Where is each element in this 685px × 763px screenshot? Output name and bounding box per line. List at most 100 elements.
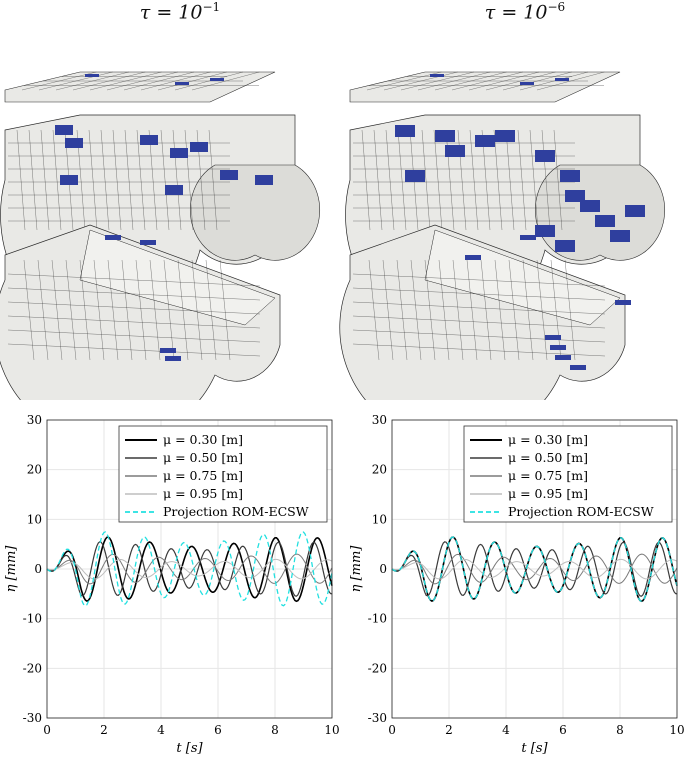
mesh-line [23, 259, 35, 361]
y-tick-label: 30 [27, 413, 42, 427]
legend-label: μ = 0.50 [m] [163, 450, 243, 465]
mesh-line [505, 129, 515, 231]
sample-element [160, 348, 176, 353]
mesh-line [65, 259, 77, 361]
legend-label: μ = 0.75 [m] [508, 468, 588, 483]
sample-element [570, 365, 586, 370]
mesh-line [100, 129, 110, 231]
sample-element [560, 170, 580, 182]
mesh-line [191, 259, 203, 361]
mesh-line [452, 259, 464, 361]
mesh-line [396, 259, 408, 361]
mesh-line [385, 129, 395, 231]
sample-element [165, 356, 181, 361]
mesh-line [480, 259, 492, 361]
mesh-line [553, 129, 563, 231]
sample-element [175, 82, 189, 85]
mesh-line [107, 259, 119, 361]
mesh-line [433, 129, 443, 231]
sample-element [55, 125, 73, 135]
mesh-illustrations [0, 71, 665, 400]
mesh-line [124, 129, 134, 231]
mesh-line [208, 129, 218, 231]
mesh-end-face [535, 164, 665, 261]
mesh-line [172, 129, 182, 231]
mesh-line [28, 129, 38, 231]
mesh-line [7, 315, 261, 329]
series-line-3 [391, 558, 678, 580]
mesh-line [112, 129, 122, 231]
mesh-line [205, 259, 217, 361]
title-right-exponent: −6 [547, 0, 566, 14]
title-right-prefix: τ = 10 [484, 1, 548, 24]
mesh-line [382, 259, 394, 361]
mesh-line [16, 129, 26, 231]
x-tick-label: 2 [445, 723, 453, 737]
sample-element [555, 240, 575, 252]
mesh-line [522, 259, 534, 361]
mesh-line [508, 259, 520, 361]
mesh-line [136, 129, 146, 231]
series-line-4 [46, 531, 333, 607]
sample-element [520, 235, 536, 240]
mesh-line [149, 259, 161, 361]
mesh-line [7, 301, 261, 315]
mesh-trough-inner [424, 229, 621, 326]
mesh-line [438, 259, 450, 361]
y-tick-label: 30 [372, 413, 387, 427]
mesh-line [493, 129, 503, 231]
x-tick-label: 6 [559, 723, 567, 737]
mesh-line [52, 129, 62, 231]
y-tick-label: 10 [27, 512, 42, 526]
y-tick-label: -20 [23, 661, 42, 675]
y-tick-label: 20 [372, 463, 387, 477]
series-line-1 [46, 541, 333, 597]
sample-element [85, 74, 99, 77]
sample-element [565, 190, 585, 202]
sample-element [445, 145, 465, 157]
mesh-line [352, 329, 606, 343]
sample-element [140, 135, 158, 145]
x-tick-label: 4 [502, 723, 510, 737]
sample-element [520, 82, 534, 85]
sample-element [535, 150, 555, 162]
sample-element [615, 300, 631, 305]
sample-element [170, 148, 188, 158]
mesh-group-left [0, 71, 320, 400]
sample-element [545, 335, 561, 340]
mesh-line [79, 259, 91, 361]
legend-label: μ = 0.30 [m] [508, 432, 588, 447]
series-line-4 [391, 536, 678, 602]
mesh-line [494, 259, 506, 361]
sample-element [220, 170, 238, 180]
mesh-line [352, 315, 606, 329]
mesh-trough-inner [79, 229, 276, 326]
sample-element [405, 170, 425, 182]
mesh-line [37, 259, 49, 361]
chart-left: 0 2 4 6 8 10 -30 -20 -10 0 10 20 30 t [s] η [mm] μ = 0.… [4, 413, 340, 756]
mesh-line [361, 129, 371, 231]
mesh-line [160, 129, 170, 231]
mesh-line [163, 259, 175, 361]
sample-element [625, 205, 645, 217]
legend-label: μ = 0.30 [m] [163, 432, 243, 447]
legend-label: Projection ROM-ECSW [163, 504, 309, 519]
legend-label: μ = 0.95 [m] [508, 486, 588, 501]
x-tick-label: 8 [271, 723, 279, 737]
series-line-2 [46, 553, 333, 585]
sample-element [550, 345, 566, 350]
plot-frame [46, 419, 333, 719]
mesh-slab [349, 71, 621, 103]
mesh-line [7, 343, 261, 357]
mesh-line [550, 259, 562, 361]
mesh-line [219, 259, 231, 361]
series-line-0 [46, 536, 333, 603]
mesh-line [564, 259, 576, 361]
mesh-line [7, 287, 261, 301]
mesh-line [93, 259, 105, 361]
mesh-group-right [339, 71, 665, 400]
legend-label: μ = 0.95 [m] [163, 486, 243, 501]
mesh-line [397, 129, 407, 231]
mesh-line [121, 259, 133, 361]
